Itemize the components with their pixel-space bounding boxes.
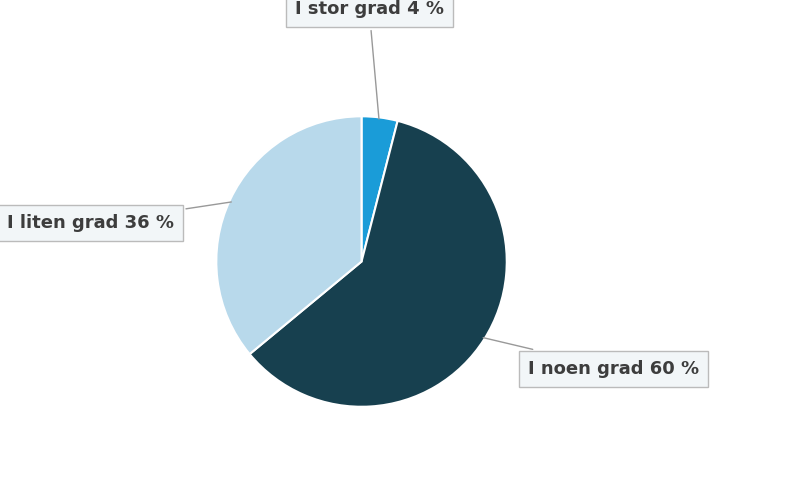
Text: I liten grad 36 %: I liten grad 36 % <box>6 202 231 232</box>
Text: I noen grad 60 %: I noen grad 60 % <box>483 338 699 378</box>
Text: I stor grad 4 %: I stor grad 4 % <box>294 0 444 119</box>
Wedge shape <box>216 116 362 354</box>
Wedge shape <box>362 116 398 261</box>
Wedge shape <box>250 121 506 407</box>
